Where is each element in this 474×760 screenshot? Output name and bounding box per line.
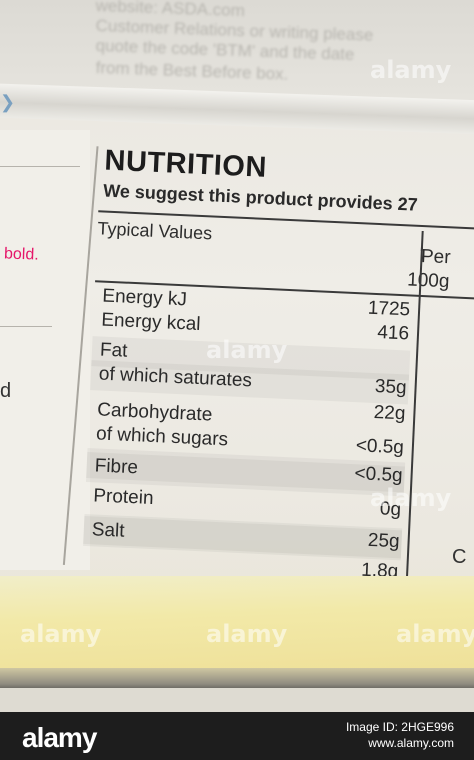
watermark: alamy — [206, 620, 288, 648]
nutrient-value: 416 — [376, 322, 410, 345]
nutrient-name: Energy kcal — [100, 309, 201, 336]
cut-off-letter: C — [452, 546, 467, 568]
per-unit: 100g — [406, 269, 450, 293]
divider — [0, 326, 52, 327]
nutrient-value: 35g — [374, 376, 408, 399]
image-meta: Image ID: 2HGE996 www.alamy.com — [346, 719, 454, 751]
watermark: alamy — [20, 620, 102, 648]
blurred-top-area: website: ASDA.com Customer Relations or … — [0, 0, 474, 100]
divider — [0, 166, 80, 167]
per-label: Per — [420, 245, 452, 269]
cheese-rind — [0, 668, 474, 688]
nutrient-name: of which sugars — [95, 423, 229, 451]
blurred-text-line: from the Best Before box. — [95, 58, 289, 84]
brand-logo: alamy — [22, 722, 97, 753]
nutrient-name: Protein — [92, 485, 154, 510]
per-100g-heading: Per 100g — [383, 243, 451, 294]
cut-off-letter: d — [0, 380, 12, 402]
chevron-right-icon: ❯ — [0, 92, 16, 112]
nutrient-name: Fibre — [94, 455, 139, 479]
product-photo: website: ASDA.com Customer Relations or … — [0, 0, 474, 712]
watermark: alamy — [396, 620, 474, 648]
watermark: alamy — [370, 56, 452, 84]
nutrition-subtitle: We suggest this product provides 27 — [102, 180, 419, 215]
nutrient-name: Salt — [91, 519, 126, 542]
package-base — [0, 688, 474, 712]
nutrition-label: NUTRITION We suggest this product provid… — [29, 128, 474, 608]
bold-word: bold. — [3, 245, 40, 264]
nutrient-value: <0.5g — [355, 435, 405, 459]
image-id: Image ID: 2HGE996 — [345, 720, 454, 734]
stock-photo-footer: alamy Image ID: 2HGE996 www.alamy.com — [0, 712, 474, 760]
site-url: www.alamy.com — [368, 736, 454, 750]
nutrient-name: Fat — [99, 339, 128, 362]
watermark: alamy — [206, 336, 288, 364]
nutrition-title: NUTRITION — [103, 144, 268, 184]
left-label-panel — [0, 130, 90, 570]
watermark: alamy — [370, 484, 452, 512]
typical-values-heading: Typical Values — [97, 218, 213, 244]
